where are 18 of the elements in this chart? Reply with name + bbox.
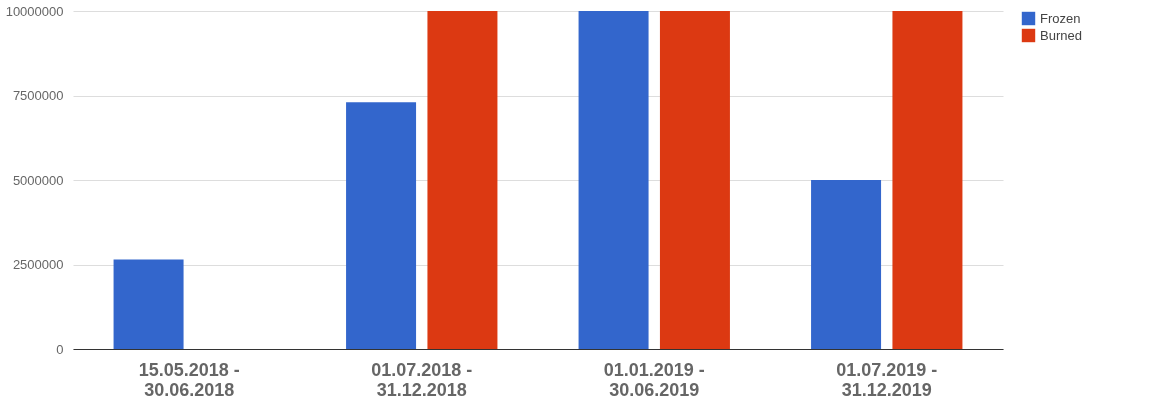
bar (578, 11, 649, 349)
y-tick-label: 10000000 (5, 3, 64, 19)
legend-label: Burned (1040, 27, 1082, 43)
y-tick-label: 5000000 (12, 172, 64, 188)
x-tick-label: 01.07.2019 - 31.12.2019 (836, 359, 938, 400)
y-tick-label: 2500000 (12, 257, 64, 272)
y-tick-label: 7500000 (12, 88, 64, 103)
y-tick-label: 0 (56, 341, 64, 357)
x-tick-label: 01.01.2019 - 30.06.2019 (603, 359, 705, 400)
bar (113, 259, 184, 349)
bar (346, 102, 417, 349)
bar (892, 11, 963, 349)
legend-label: Frozen (1040, 10, 1081, 26)
bar (427, 11, 498, 349)
bar (811, 180, 882, 349)
x-tick-label: 01.07.2018 - 31.12.2018 (371, 359, 473, 400)
bar (659, 11, 730, 349)
x-tick-label: 15.05.2018 - 30.06.2018 (138, 359, 240, 400)
